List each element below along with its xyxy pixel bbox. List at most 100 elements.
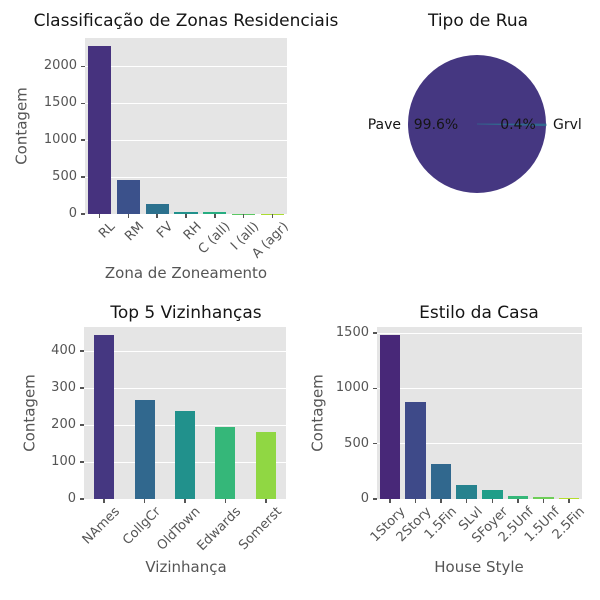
x-tick-mark xyxy=(185,214,187,218)
x-tick-mark xyxy=(389,499,391,503)
bar-NAmes xyxy=(94,335,115,499)
x-tick-mark xyxy=(242,214,245,218)
gridline xyxy=(377,498,582,500)
x-tick-mark xyxy=(271,214,274,218)
gridline xyxy=(377,332,582,334)
x-tick-mark xyxy=(414,499,417,503)
x-tick-mark xyxy=(143,499,146,503)
y-tick-mark xyxy=(80,350,84,352)
bar-1.5Unf xyxy=(533,496,554,499)
chart-title-house-style: Estilo da Casa xyxy=(419,303,539,323)
x-tick-label: RM xyxy=(122,219,148,245)
pie-slice-label-grvl: Grvl xyxy=(553,117,582,133)
y-tick-label: 2000 xyxy=(43,58,77,74)
gridline xyxy=(377,387,582,389)
x-tick-label: FV xyxy=(153,219,177,242)
plot-area-neighborhoods: 0 100 200 300 400 NAmes CollgCr OldTown Edwards S… xyxy=(51,327,286,554)
x-tick-mark xyxy=(491,499,494,503)
x-tick-mark xyxy=(568,499,570,503)
gridline xyxy=(85,176,287,178)
bar-Somerst xyxy=(255,431,276,499)
y-tick-mark xyxy=(81,213,85,215)
gridline xyxy=(84,350,286,352)
x-tick-mark xyxy=(127,214,130,218)
pie-chart-street xyxy=(374,40,586,210)
bar-RM xyxy=(116,179,140,214)
pie-slice-pct-pave: 99.6% xyxy=(413,117,459,133)
gridline xyxy=(84,387,286,389)
y-tick-label: 1500 xyxy=(335,325,369,341)
y-tick-mark xyxy=(373,332,377,334)
y-tick-mark xyxy=(80,498,84,500)
plot-area-house-style: 0 500 1000 1500 1Story 2Story 1.5Fin SLvl SFoyer… xyxy=(336,326,588,546)
y-tick-label: 300 xyxy=(51,380,76,396)
x-axis-label-house-style: House Style xyxy=(434,558,524,576)
y-tick-label: 400 xyxy=(51,343,76,359)
y-tick-mark xyxy=(81,65,85,68)
bar-RH xyxy=(174,212,198,214)
gridline xyxy=(85,139,287,141)
bar-Edwards xyxy=(215,427,236,499)
gridline xyxy=(377,443,582,445)
x-tick-label: NAmes xyxy=(79,504,124,548)
y-axis-label-house-style: Contagem xyxy=(308,374,327,452)
y-axis-label-neighborhoods: Contagem xyxy=(20,374,39,452)
x-tick-label: C (all) xyxy=(195,219,234,258)
pie-svg xyxy=(408,55,547,193)
x-axis-label-zoning: Zona de Zoneamento xyxy=(104,264,268,282)
y-tick-mark xyxy=(80,424,84,426)
y-tick-mark xyxy=(80,461,84,463)
pie-slice-label-pave: Pave xyxy=(367,117,401,133)
x-tick-mark xyxy=(542,499,545,503)
y-tick-mark xyxy=(373,387,377,390)
x-tick-mark xyxy=(214,214,216,218)
x-tick-mark xyxy=(440,499,442,503)
y-tick-label: 500 xyxy=(344,435,369,451)
chart-title-zoning: Classificação de Zonas Residenciais xyxy=(33,11,339,31)
y-tick-mark xyxy=(373,442,377,445)
y-tick-mark xyxy=(81,176,85,178)
x-tick-label: Somerst xyxy=(235,504,285,554)
x-tick-mark xyxy=(156,214,158,218)
bar-SLvl xyxy=(456,484,477,499)
bar-SFoyer xyxy=(482,489,503,499)
x-tick-label: Edwards xyxy=(194,504,245,554)
y-tick-label: 0 xyxy=(67,491,76,506)
y-tick-label: 1500 xyxy=(43,95,77,111)
plot-area-zoning: 0 500 1000 1500 2000 RL RM FV RH C (all) I (all) A … xyxy=(44,38,291,262)
bar-FV xyxy=(145,203,169,214)
bar-2.5Unf xyxy=(507,496,529,499)
x-tick-mark xyxy=(265,499,267,503)
pie-slice-pct-grvl: 0.4% xyxy=(500,117,536,133)
gridline xyxy=(85,65,287,67)
bar-CollgCr xyxy=(134,400,155,499)
x-tick-label: RL xyxy=(96,219,119,242)
x-tick-mark xyxy=(184,499,186,503)
y-tick-label: 1000 xyxy=(43,132,77,148)
y-tick-label: 500 xyxy=(52,169,77,185)
y-tick-mark xyxy=(81,139,85,141)
pie-slice-grvl xyxy=(476,123,547,127)
y-tick-label: 0 xyxy=(68,206,77,221)
chart-title-neighborhoods: Top 5 Vizinhanças xyxy=(110,303,262,323)
x-tick-mark xyxy=(465,499,468,503)
bar-2.5Fin xyxy=(558,498,580,499)
x-axis-label-neighborhoods: Vizinhança xyxy=(145,558,227,576)
x-tick-label: RH xyxy=(180,219,205,244)
x-tick-mark xyxy=(98,214,101,218)
y-tick-label: 200 xyxy=(51,417,76,433)
bar-1.5Fin xyxy=(430,464,452,499)
bar-2Story xyxy=(405,402,426,499)
bar-RL xyxy=(87,46,111,214)
y-tick-label: 100 xyxy=(51,454,76,469)
y-tick-mark xyxy=(80,387,84,389)
y-tick-mark xyxy=(81,102,85,105)
chart-title-street: Tipo de Rua xyxy=(427,11,529,31)
y-tick-label: 0 xyxy=(360,491,369,506)
y-tick-mark xyxy=(373,498,377,500)
x-tick-mark xyxy=(103,499,105,503)
x-tick-mark xyxy=(517,499,519,503)
y-tick-label: 1000 xyxy=(335,380,369,396)
bar-C (all) xyxy=(203,212,227,214)
